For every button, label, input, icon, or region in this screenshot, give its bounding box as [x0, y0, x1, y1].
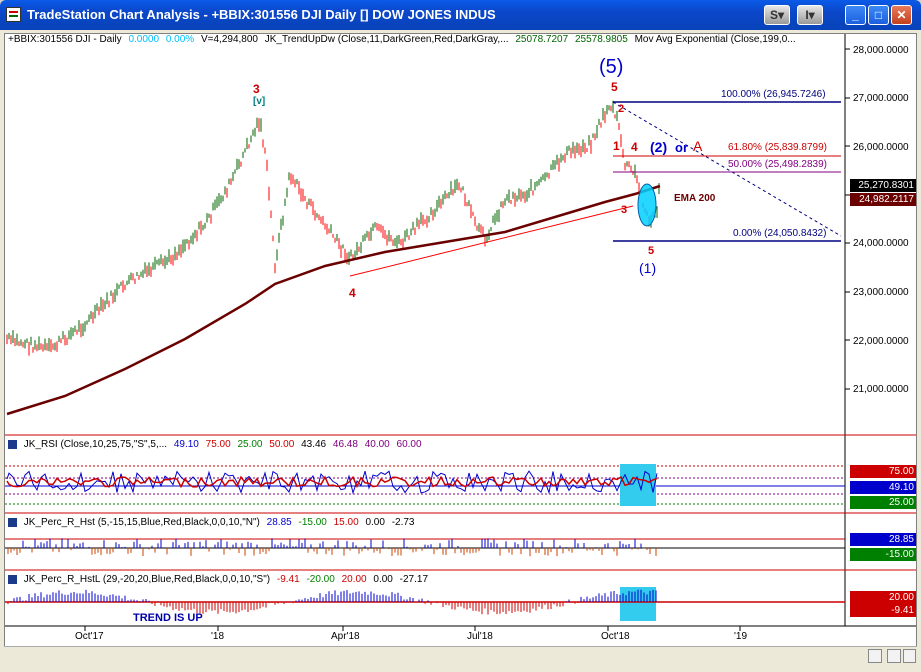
- ema-price-box: 24,982.2117: [850, 193, 916, 206]
- rsi-box-25: 25.00: [850, 496, 916, 509]
- perc-v1: 28.85: [266, 517, 292, 528]
- time-tick: Apr'18: [331, 631, 360, 642]
- wave-1-label: (1): [639, 260, 657, 276]
- fib-50-label: 50.00% (25,498.2839): [728, 159, 827, 170]
- maximize-button[interactable]: □: [868, 5, 889, 25]
- status-bar: [4, 646, 917, 667]
- minimize-button[interactable]: _: [845, 5, 866, 25]
- percl-v2: -20.00: [306, 574, 335, 585]
- price-tick: 27,000.0000: [853, 93, 909, 104]
- diagonal-trend-line: [612, 101, 842, 237]
- rsi-v4: 50.00: [269, 439, 295, 450]
- wave-5-label: 5: [611, 80, 618, 94]
- time-tick: Jul'18: [467, 631, 493, 642]
- percl-header: JK_Perc_R_HstL (29,-20,20,Blue,Red,Black…: [8, 574, 432, 585]
- wave-1-small-label: 1: [613, 139, 620, 153]
- rsi-v7: 40.00: [364, 439, 390, 450]
- perc-header: JK_Perc_R_Hst (5,-15,15,Blue,Red,Black,0…: [8, 517, 418, 528]
- zoom-button[interactable]: [903, 649, 916, 663]
- window-title: TradeStation Chart Analysis - +BBIX:3015…: [27, 7, 496, 22]
- wave-4-label: 4: [349, 286, 356, 300]
- fib-618-label: 61.80% (25,839.8799): [728, 142, 827, 153]
- price-tick: 22,000.0000: [853, 336, 909, 347]
- rsi-v2: 75.00: [205, 439, 231, 450]
- perc-box-low: -15.00: [850, 548, 916, 561]
- mov-avg-label: Mov Avg Exponential (Close,199,0...: [634, 34, 796, 45]
- percl-name: JK_Perc_R_HstL (29,-20,20,Blue,Red,Black…: [23, 574, 271, 585]
- time-tick: '19: [734, 631, 748, 642]
- wave-2-label: (2): [650, 139, 668, 155]
- percl-v4: 0.00: [373, 574, 393, 585]
- ema-200-label: EMA 200: [674, 193, 716, 204]
- percl-icon: [8, 574, 17, 584]
- rsi-v3: 25.00: [237, 439, 263, 450]
- perc-v3: 15.00: [333, 517, 359, 528]
- percl-v1: -9.41: [276, 574, 300, 585]
- wave-3-small-label: 3: [621, 204, 628, 216]
- wave-5-small-label: 5: [648, 245, 655, 257]
- last-price-box: 25,270.8301: [850, 179, 916, 192]
- percl-v5: -27.17: [399, 574, 429, 585]
- rsi-name: JK_RSI (Close,10,25,75,"S",5,...: [23, 439, 168, 450]
- chart-canvas[interactable]: [5, 34, 916, 664]
- wave-3-label: 3: [253, 82, 260, 96]
- rsi-header: JK_RSI (Close,10,25,75,"S",5,... 49.10 7…: [8, 439, 426, 450]
- price-tick: 21,000.0000: [853, 384, 909, 395]
- wave-5-big-label: (5): [599, 56, 624, 78]
- wave-4-small-label: 4: [631, 140, 638, 154]
- percl-box-current: -9.41: [850, 604, 916, 617]
- perc-v5: -2.73: [391, 517, 415, 528]
- rsi-v1: 49.10: [173, 439, 199, 450]
- wave-v-label: [v]: [253, 96, 266, 107]
- price-tick: 24,000.0000: [853, 238, 909, 249]
- perc-name: JK_Perc_R_Hst (5,-15,15,Blue,Red,Black,0…: [23, 517, 260, 528]
- rsi-box-current: 49.10: [850, 481, 916, 494]
- rsi-line: [6, 470, 658, 495]
- scroll-right-button[interactable]: [887, 649, 901, 663]
- rsi-v6: 46.48: [332, 439, 358, 450]
- price-tick: 23,000.0000: [853, 287, 909, 298]
- percl-v3: 20.00: [341, 574, 367, 585]
- trend-label: TREND IS UP: [133, 612, 203, 624]
- pct-value: 0.00%: [165, 34, 195, 45]
- title-bar: TradeStation Chart Analysis - +BBIX:3015…: [0, 0, 921, 30]
- app-icon[interactable]: [6, 7, 21, 22]
- chart-area[interactable]: +BBIX:301556 DJI - Daily 0.0000 0.00% V=…: [4, 33, 917, 665]
- wave-a-label: A: [693, 138, 703, 154]
- ema-200-line: [6, 184, 661, 416]
- price-tick: 28,000.0000: [853, 45, 909, 56]
- perc-icon: [8, 517, 17, 527]
- time-tick: Oct'17: [75, 631, 104, 642]
- perc-box-current: 28.85: [850, 533, 916, 546]
- volume-value: V=4,294,800: [200, 34, 258, 45]
- time-tick: Oct'18: [601, 631, 630, 642]
- highlight-ellipse: [637, 183, 657, 227]
- chg-value: 0.0000: [128, 34, 160, 45]
- rsi-icon: [8, 439, 17, 449]
- close-button[interactable]: ✕: [891, 5, 912, 25]
- rsi-v8: 60.00: [396, 439, 422, 450]
- price-tick: 26,000.0000: [853, 142, 909, 153]
- rsi-signal-line: [6, 475, 658, 489]
- scroll-left-button[interactable]: [868, 649, 882, 663]
- time-tick: '18: [211, 631, 225, 642]
- symbol-label: +BBIX:301556 DJI - Daily: [8, 34, 122, 45]
- trend-val2: 25578.9805: [574, 34, 628, 45]
- wave-2-small-label: 2: [618, 103, 625, 115]
- fib-100-label: 100.00% (26,945.7246): [721, 89, 826, 100]
- fib-0-label: 0.00% (24,050.8432): [733, 228, 827, 239]
- s-button[interactable]: S▾: [764, 5, 790, 25]
- price-header: +BBIX:301556 DJI - Daily 0.0000 0.00% V=…: [8, 34, 800, 45]
- percl-box-high: 20.00: [850, 591, 916, 604]
- or-label: or: [675, 140, 688, 155]
- trend-indicator-label: JK_TrendUpDw (Close,11,DarkGreen,Red,Dar…: [264, 34, 509, 45]
- rsi-v5: 43.46: [301, 439, 327, 450]
- i-button[interactable]: I▾: [797, 5, 823, 25]
- perc-v2: -15.00: [298, 517, 327, 528]
- trend-line: [349, 205, 634, 277]
- perc-v4: 0.00: [365, 517, 385, 528]
- rsi-box-75: 75.00: [850, 465, 916, 478]
- trend-val1: 25078.7207: [515, 34, 569, 45]
